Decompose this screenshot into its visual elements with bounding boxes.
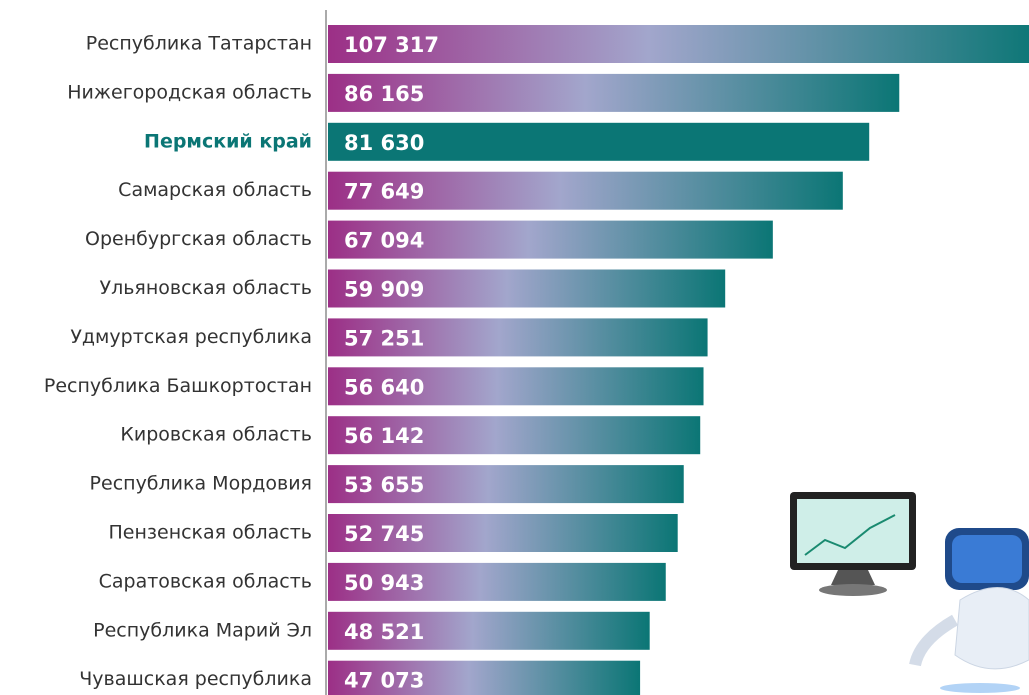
value-label: 47 073 <box>344 669 424 693</box>
value-label: 59 909 <box>344 278 424 302</box>
category-label: Пензенская область <box>109 522 313 544</box>
category-label: Кировская область <box>120 424 312 446</box>
category-label: Республика Татарстан <box>86 33 312 55</box>
value-label: 107 317 <box>344 33 439 57</box>
category-label: Удмуртская республика <box>70 326 312 348</box>
category-label: Ульяновская область <box>100 277 312 299</box>
category-label: Оренбургская область <box>85 228 312 250</box>
category-label: Нижегородская область <box>67 81 312 103</box>
value-label: 81 630 <box>344 131 424 155</box>
illustration <box>790 492 1029 693</box>
chart: Республика Татарстан 107 317 Нижегородская… <box>0 0 1029 695</box>
value-label: 48 521 <box>344 620 424 644</box>
value-label: 56 640 <box>344 375 424 399</box>
category-label: Саратовская область <box>99 570 312 592</box>
value-label: 67 094 <box>344 229 424 253</box>
category-label: Чувашская республика <box>79 668 312 690</box>
value-label: 56 142 <box>344 424 424 448</box>
value-label: 86 165 <box>344 82 424 106</box>
category-label: Пермский край <box>144 130 312 152</box>
value-label: 77 649 <box>344 180 424 204</box>
value-label: 57 251 <box>344 326 424 350</box>
category-label: Республика Марий Эл <box>93 619 312 641</box>
value-label: 53 655 <box>344 473 424 497</box>
value-label: 50 943 <box>344 571 424 595</box>
category-label: Республика Башкортостан <box>44 375 312 397</box>
value-label: 52 745 <box>344 522 424 546</box>
category-label: Самарская область <box>118 179 312 201</box>
category-label: Республика Мордовия <box>90 473 312 495</box>
